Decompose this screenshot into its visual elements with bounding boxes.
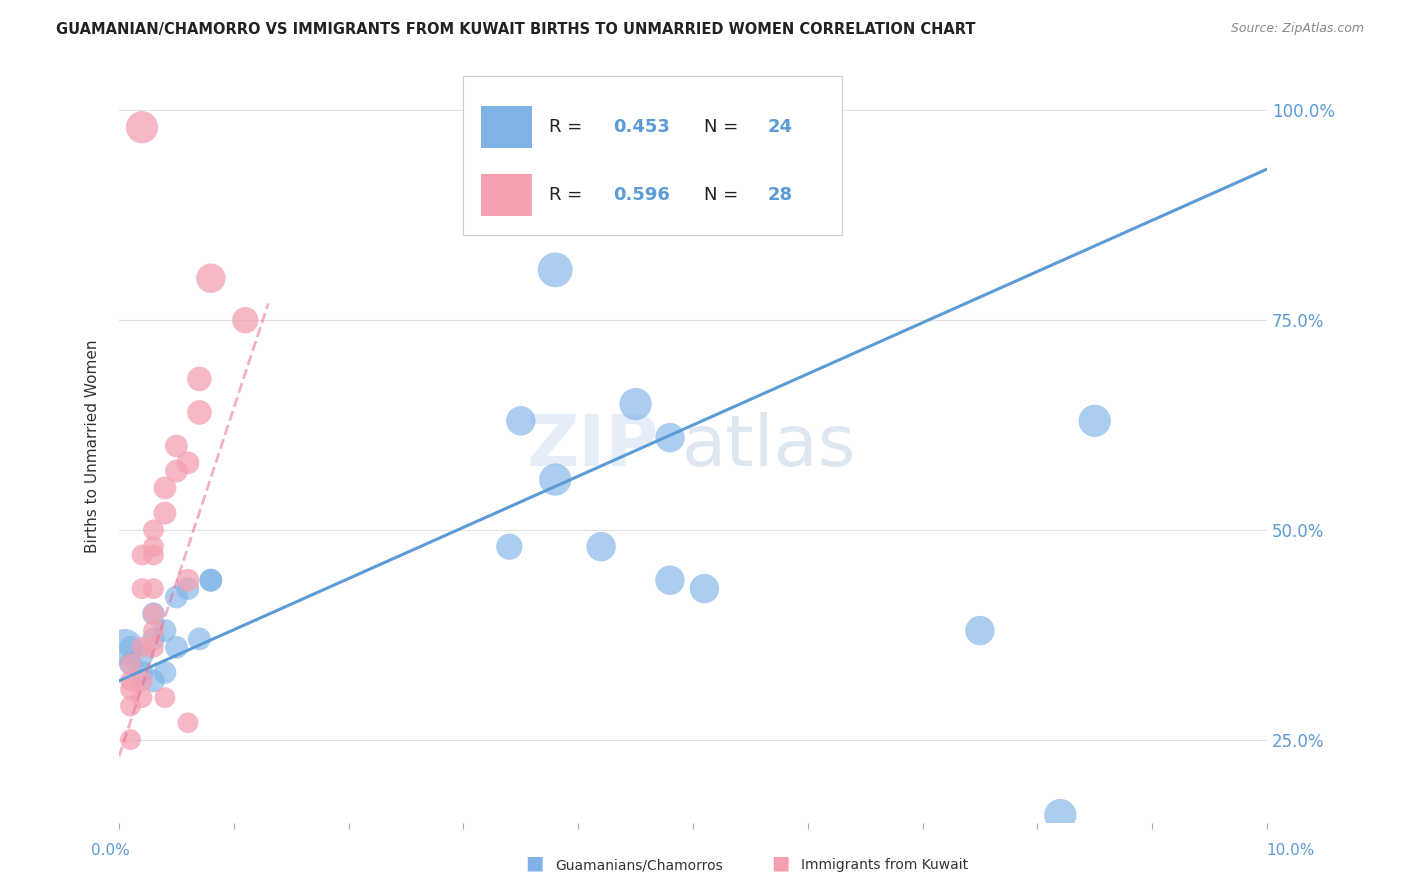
- Point: [200, 573, 222, 587]
- Text: N =: N =: [704, 118, 744, 136]
- Point: [142, 540, 165, 554]
- Point: [120, 682, 142, 697]
- Text: 0.0%: 0.0%: [91, 843, 131, 858]
- Point: [153, 665, 176, 680]
- Text: atlas: atlas: [682, 411, 856, 481]
- Text: 10.0%: 10.0%: [1267, 843, 1315, 858]
- Text: R =: R =: [550, 186, 589, 203]
- Point: [120, 657, 142, 672]
- Point: [142, 624, 165, 638]
- Point: [142, 582, 165, 596]
- Point: [659, 204, 682, 219]
- Point: [120, 640, 142, 655]
- Point: [142, 523, 165, 537]
- Text: GUAMANIAN/CHAMORRO VS IMMIGRANTS FROM KUWAIT BIRTHS TO UNMARRIED WOMEN CORRELATI: GUAMANIAN/CHAMORRO VS IMMIGRANTS FROM KU…: [56, 22, 976, 37]
- Point: [200, 271, 222, 285]
- Text: Guamanians/Chamorros: Guamanians/Chamorros: [555, 858, 723, 872]
- Point: [624, 397, 647, 411]
- Text: ■: ■: [770, 854, 790, 872]
- Point: [693, 582, 716, 596]
- Point: [142, 607, 165, 621]
- Point: [142, 632, 165, 646]
- Text: Immigrants from Kuwait: Immigrants from Kuwait: [801, 858, 969, 872]
- Point: [142, 640, 165, 655]
- Point: [659, 573, 682, 587]
- Point: [177, 715, 200, 730]
- Point: [544, 473, 567, 487]
- Point: [177, 573, 200, 587]
- Point: [1084, 414, 1107, 428]
- Point: [153, 690, 176, 705]
- Point: [131, 690, 153, 705]
- FancyBboxPatch shape: [481, 174, 533, 216]
- Point: [591, 540, 613, 554]
- Point: [120, 673, 142, 688]
- Point: [200, 573, 222, 587]
- Text: R =: R =: [550, 118, 589, 136]
- Point: [153, 481, 176, 495]
- Point: [131, 640, 153, 655]
- Point: [153, 506, 176, 520]
- Point: [153, 624, 176, 638]
- Point: [177, 582, 200, 596]
- Point: [131, 582, 153, 596]
- Point: [131, 665, 153, 680]
- Point: [131, 648, 153, 663]
- Point: [120, 732, 142, 747]
- Point: [165, 439, 187, 453]
- Point: [142, 673, 165, 688]
- Text: ■: ■: [524, 854, 544, 872]
- Point: [659, 431, 682, 445]
- Point: [509, 414, 531, 428]
- Text: 0.453: 0.453: [613, 118, 669, 136]
- Point: [142, 548, 165, 562]
- Point: [131, 548, 153, 562]
- Point: [233, 313, 256, 327]
- Point: [188, 405, 211, 419]
- Text: N =: N =: [704, 186, 744, 203]
- Point: [120, 699, 142, 714]
- Point: [120, 657, 142, 672]
- Point: [188, 372, 211, 386]
- Point: [177, 456, 200, 470]
- Point: [165, 464, 187, 478]
- Point: [165, 590, 187, 604]
- Text: Source: ZipAtlas.com: Source: ZipAtlas.com: [1230, 22, 1364, 36]
- Point: [165, 640, 187, 655]
- Text: 0.596: 0.596: [613, 186, 669, 203]
- Point: [1049, 808, 1071, 822]
- Text: 24: 24: [768, 118, 793, 136]
- Point: [533, 128, 555, 143]
- Point: [131, 673, 153, 688]
- FancyBboxPatch shape: [481, 106, 533, 148]
- Text: ZIP: ZIP: [526, 411, 658, 481]
- Point: [114, 640, 136, 655]
- Y-axis label: Births to Unmarried Women: Births to Unmarried Women: [86, 339, 100, 553]
- Point: [498, 540, 520, 554]
- Text: 28: 28: [768, 186, 793, 203]
- Point: [131, 120, 153, 135]
- FancyBboxPatch shape: [464, 76, 842, 235]
- Point: [188, 632, 211, 646]
- Point: [142, 607, 165, 621]
- Point: [969, 624, 991, 638]
- Point: [544, 263, 567, 277]
